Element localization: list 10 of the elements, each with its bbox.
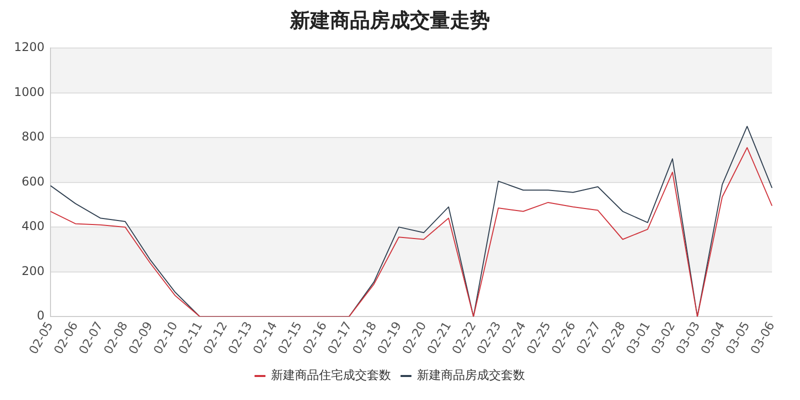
y-tick-label: 600	[22, 174, 45, 188]
y-tick-label: 1000	[14, 84, 45, 99]
y-tick-label: 200	[22, 264, 45, 278]
y-tick-label: 1200	[14, 40, 45, 54]
y-tick-label: 800	[22, 130, 45, 144]
y-tick-label: 400	[22, 219, 45, 234]
legend-label: 新建商品房成交套数	[417, 368, 525, 382]
legend-label: 新建商品住宅成交套数	[271, 368, 391, 382]
chart-title: 新建商品房成交量走势	[289, 8, 490, 32]
y-tick-label: 0	[36, 308, 45, 323]
